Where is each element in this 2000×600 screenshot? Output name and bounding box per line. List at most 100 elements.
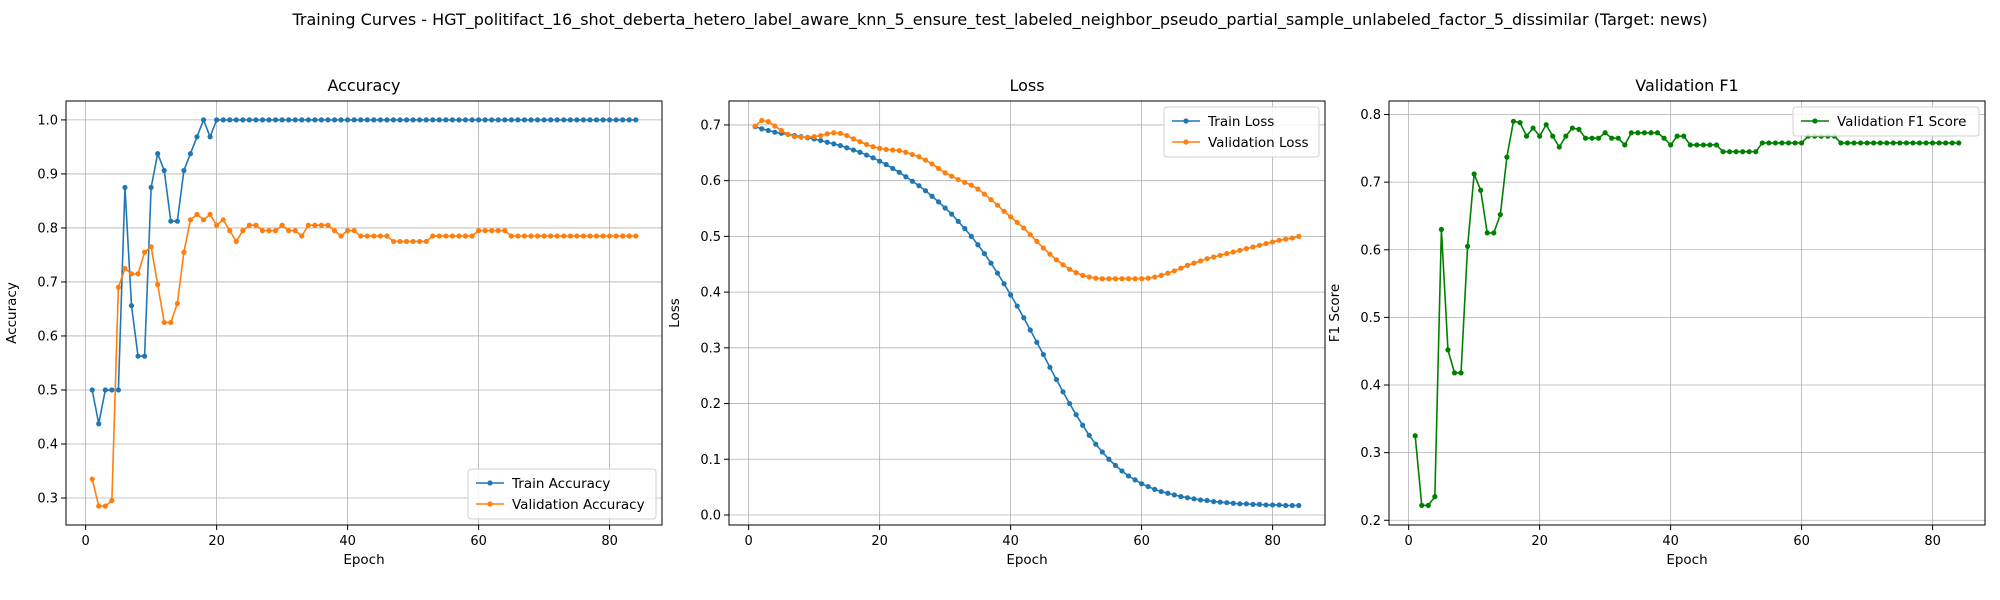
validation-loss-point [1270, 239, 1276, 245]
validation-loss-point [1217, 252, 1223, 258]
validation-loss-point [1073, 270, 1079, 276]
validation-f1-score-point [1890, 140, 1896, 146]
validation-f1-y-tick-label: 0.2 [1360, 514, 1381, 529]
validation-f1-score-point [1897, 140, 1903, 146]
validation-f1-score-point [1484, 230, 1490, 236]
validation-f1-score-point [1615, 135, 1621, 141]
train-loss-point [1158, 488, 1164, 495]
validation-loss-point [863, 141, 870, 148]
validation-accuracy-point [371, 233, 377, 239]
validation-accuracy-point [423, 238, 429, 245]
train-loss-point [1125, 473, 1132, 479]
validation-loss-point [994, 202, 1001, 208]
validation-accuracy-point [567, 233, 573, 239]
validation-loss-point [1191, 260, 1197, 266]
train-loss-point [1027, 327, 1033, 333]
validation-f1-y-tick-label: 0.8 [1360, 108, 1381, 123]
validation-f1-score-point [1622, 142, 1628, 148]
train-accuracy-point [397, 117, 403, 123]
validation-f1-score-point [1438, 226, 1444, 233]
accuracy-x-tick-label: 80 [601, 534, 618, 549]
train-loss-point [1178, 493, 1184, 500]
train-accuracy-point [194, 134, 200, 140]
validation-f1-score-point [1720, 149, 1726, 155]
train-accuracy-point [358, 117, 364, 123]
validation-accuracy-point [272, 228, 279, 234]
validation-f1-score-point [1641, 130, 1648, 136]
validation-loss-point [1080, 272, 1086, 278]
train-accuracy-point [102, 387, 108, 393]
validation-f1-score-point [1458, 370, 1464, 376]
validation-loss-point [883, 146, 889, 153]
validation-f1-score-point [1936, 140, 1942, 146]
train-loss-point [1283, 502, 1289, 509]
loss-x-tick-label: 20 [871, 534, 888, 549]
validation-loss-point [1178, 265, 1184, 271]
loss-y-tick-label: 0.4 [700, 286, 721, 301]
validation-f1-score-point [1687, 142, 1693, 148]
train-accuracy-point [384, 117, 390, 123]
validation-loss-point [1289, 235, 1295, 241]
validation-accuracy-point [462, 233, 469, 239]
train-loss-point [909, 178, 915, 184]
validation-loss-point [1224, 251, 1230, 257]
validation-f1-score-point [1681, 133, 1687, 139]
validation-f1-score-point [1661, 135, 1667, 141]
validation-f1-axes-frame [1388, 100, 1986, 526]
validation-accuracy-legend-label: Validation Accuracy [512, 497, 645, 513]
train-loss-point [896, 169, 902, 175]
loss-legend: Train Loss Validation Loss [1163, 106, 1320, 158]
train-loss-point [1250, 501, 1256, 507]
loss-title: Loss [1009, 76, 1044, 95]
train-accuracy-point [168, 218, 174, 224]
validation-accuracy-point [358, 233, 364, 239]
validation-f1-score-point [1792, 140, 1798, 146]
validation-loss-point [1145, 275, 1151, 281]
validation-loss-point [811, 134, 817, 140]
train-accuracy-point [207, 134, 213, 140]
validation-accuracy-point [259, 228, 266, 234]
loss-y-tick-label: 0.5 [700, 230, 721, 245]
validation-accuracy-point [430, 233, 436, 239]
train-accuracy-point [305, 117, 311, 123]
validation-accuracy-point [338, 233, 344, 239]
validation-loss-point [981, 191, 988, 197]
validation-f1-legend: Validation F1 Score [1792, 106, 1980, 137]
train-accuracy-point [292, 117, 298, 123]
accuracy-x-tick-label: 60 [470, 534, 487, 549]
train-accuracy-point [541, 117, 547, 123]
validation-f1-score-point [1537, 133, 1543, 139]
validation-accuracy-point [299, 233, 305, 239]
validation-f1-score-point [1504, 154, 1510, 160]
train-loss-point [1132, 477, 1138, 483]
validation-f1-y-tick-label: 0.5 [1360, 311, 1381, 326]
train-accuracy-point [148, 184, 154, 191]
validation-loss-legend-marker [1183, 139, 1189, 145]
train-accuracy-point [279, 117, 285, 123]
loss-x-tick-label: 0 [745, 534, 753, 549]
validation-f1-score-point [1582, 135, 1589, 141]
validation-f1-ylabel: F1 Score [1327, 284, 1343, 342]
accuracy-legend: Train Accuracy Validation Accuracy [467, 468, 657, 520]
train-accuracy-point [259, 117, 266, 123]
train-accuracy-point [364, 117, 370, 123]
validation-accuracy-point [613, 233, 619, 239]
train-accuracy-legend-marker [487, 480, 493, 486]
train-loss-point [1263, 502, 1269, 508]
train-loss-point [883, 161, 889, 168]
loss-y-tick-label: 0.0 [700, 508, 721, 523]
train-accuracy-point [574, 117, 580, 123]
validation-f1-score-point [1654, 130, 1661, 136]
validation-accuracy-point [325, 222, 331, 228]
validation-accuracy-point [633, 233, 639, 239]
validation-loss-point [1256, 242, 1263, 248]
validation-accuracy-point [246, 222, 252, 228]
loss-xlabel: Epoch [1006, 552, 1047, 568]
validation-loss-point [1014, 219, 1020, 226]
accuracy-y-tick-label: 0.9 [37, 167, 58, 182]
validation-loss-point [1053, 257, 1060, 263]
validation-loss-point [778, 127, 785, 134]
train-loss-point [1080, 422, 1086, 428]
validation-f1-score-point [1471, 171, 1477, 177]
